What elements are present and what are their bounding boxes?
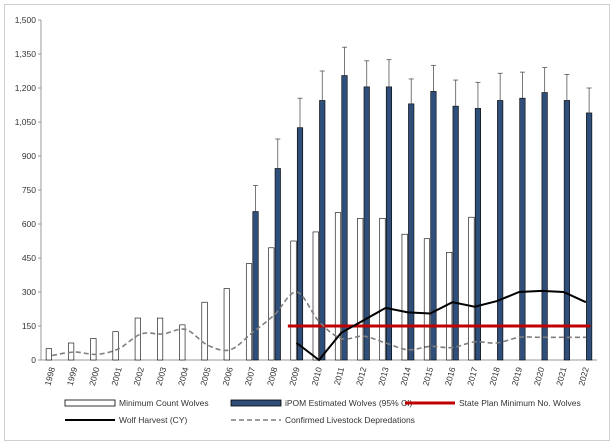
bar-ipom-estimate: [541, 92, 548, 361]
bar-minimum-count: [112, 331, 119, 361]
y-tick-label: 600: [22, 219, 36, 229]
y-tick-label: 0: [31, 355, 36, 365]
y-tick-label: 300: [22, 287, 36, 297]
x-tick-label: 2015: [421, 366, 436, 387]
bar-minimum-count: [423, 238, 431, 361]
bar-minimum-count: [179, 324, 186, 361]
x-tick-label: 2006: [220, 366, 235, 387]
bar-ipom-estimate: [319, 100, 326, 361]
x-tick-label: 1998: [42, 366, 57, 387]
bar-ipom-estimate: [274, 168, 281, 361]
bar-minimum-count: [290, 240, 297, 361]
bar-ipom-estimate: [430, 91, 437, 361]
bar-ipom-estimate: [497, 100, 504, 361]
x-tick-label: 2022: [576, 366, 591, 387]
bar-minimum-count: [357, 218, 364, 361]
x-tick-label: 1999: [65, 366, 80, 387]
bar-minimum-count: [90, 338, 97, 361]
y-tick-label: 750: [22, 185, 36, 195]
x-tick-label: 2013: [376, 366, 391, 387]
y-tick-label: 450: [22, 253, 36, 263]
bar-ipom-estimate: [474, 108, 481, 361]
y-tick-label: 1,500: [15, 15, 37, 25]
x-tick-label: 2009: [287, 366, 302, 387]
bar-ipom-estimate: [408, 103, 415, 361]
x-tick-label: 2004: [176, 366, 191, 387]
x-tick-label: 2003: [154, 366, 169, 387]
x-tick-label: 2001: [109, 366, 124, 387]
bar-ipom-estimate: [341, 75, 348, 361]
legend-label: State Plan Minimum No. Wolves: [459, 398, 581, 408]
bar-ipom-estimate: [252, 211, 259, 361]
bar-minimum-count: [446, 252, 453, 361]
y-tick-label: 1,200: [15, 83, 37, 93]
x-tick-label: 2008: [265, 366, 280, 387]
wolf-population-chart: 0 150 300 450 600 750 900 1,050 1,200 1,350 1,500 1…: [15, 15, 597, 425]
bar-minimum-count: [223, 288, 230, 361]
bar-ipom-estimate: [519, 97, 526, 361]
bar-ipom-estimate: [452, 105, 459, 361]
legend-label: iPOM Estimated Wolves (95% CI): [285, 398, 413, 408]
bar-minimum-count: [468, 216, 475, 361]
line-wolf-harvest: [296, 289, 587, 362]
x-tick-label: 2000: [87, 366, 102, 387]
bar-minimum-count: [334, 212, 342, 361]
bar-minimum-count: [401, 233, 408, 361]
bar-minimum-count: [245, 263, 253, 361]
bar-minimum-count: [134, 317, 141, 361]
y-tick-label: 900: [22, 151, 36, 161]
x-tick-label: 2002: [131, 366, 146, 387]
bar-minimum-count: [45, 348, 52, 361]
x-tick-label: 2011: [332, 366, 346, 387]
bar-ipom-estimate: [586, 112, 593, 361]
y-tick-label: 1,350: [15, 49, 37, 59]
chart-frame: 0 150 300 450 600 750 900 1,050 1,200 1,350 1,500 1…: [4, 4, 610, 441]
legend-swatch: [230, 399, 282, 407]
x-tick-label: 2012: [354, 366, 369, 387]
bar-minimum-count: [157, 317, 164, 361]
y-tick-label: 150: [22, 321, 36, 331]
x-tick-label: 2020: [532, 366, 547, 387]
x-tick-label: 2005: [198, 366, 213, 387]
x-tick-label: 2010: [309, 366, 324, 387]
bar-minimum-count: [268, 247, 275, 361]
bar-ipom-estimate: [563, 100, 570, 361]
x-tick-label: 2014: [398, 366, 413, 387]
x-tick-label: 2017: [465, 366, 480, 387]
bar-ipom-estimate: [385, 86, 393, 361]
legend-label: Minimum Count Wolves: [119, 398, 209, 408]
bar-minimum-count: [312, 231, 319, 361]
legend-label: Confirmed Livestock Depredations: [285, 415, 415, 425]
x-tick-label: 2007: [243, 366, 258, 387]
bar-minimum-count: [201, 301, 208, 361]
x-tick-label: 2019: [510, 366, 525, 387]
x-tick-label: 2021: [554, 366, 569, 387]
legend-swatch: [64, 399, 116, 407]
y-tick-label: 1,050: [15, 117, 37, 127]
line-livestock-depredations: [51, 291, 586, 357]
x-tick-label: 2016: [443, 366, 458, 387]
x-tick-label: 2018: [487, 366, 502, 387]
legend-label: Wolf Harvest (CY): [119, 415, 187, 425]
bar-minimum-count: [379, 218, 386, 361]
